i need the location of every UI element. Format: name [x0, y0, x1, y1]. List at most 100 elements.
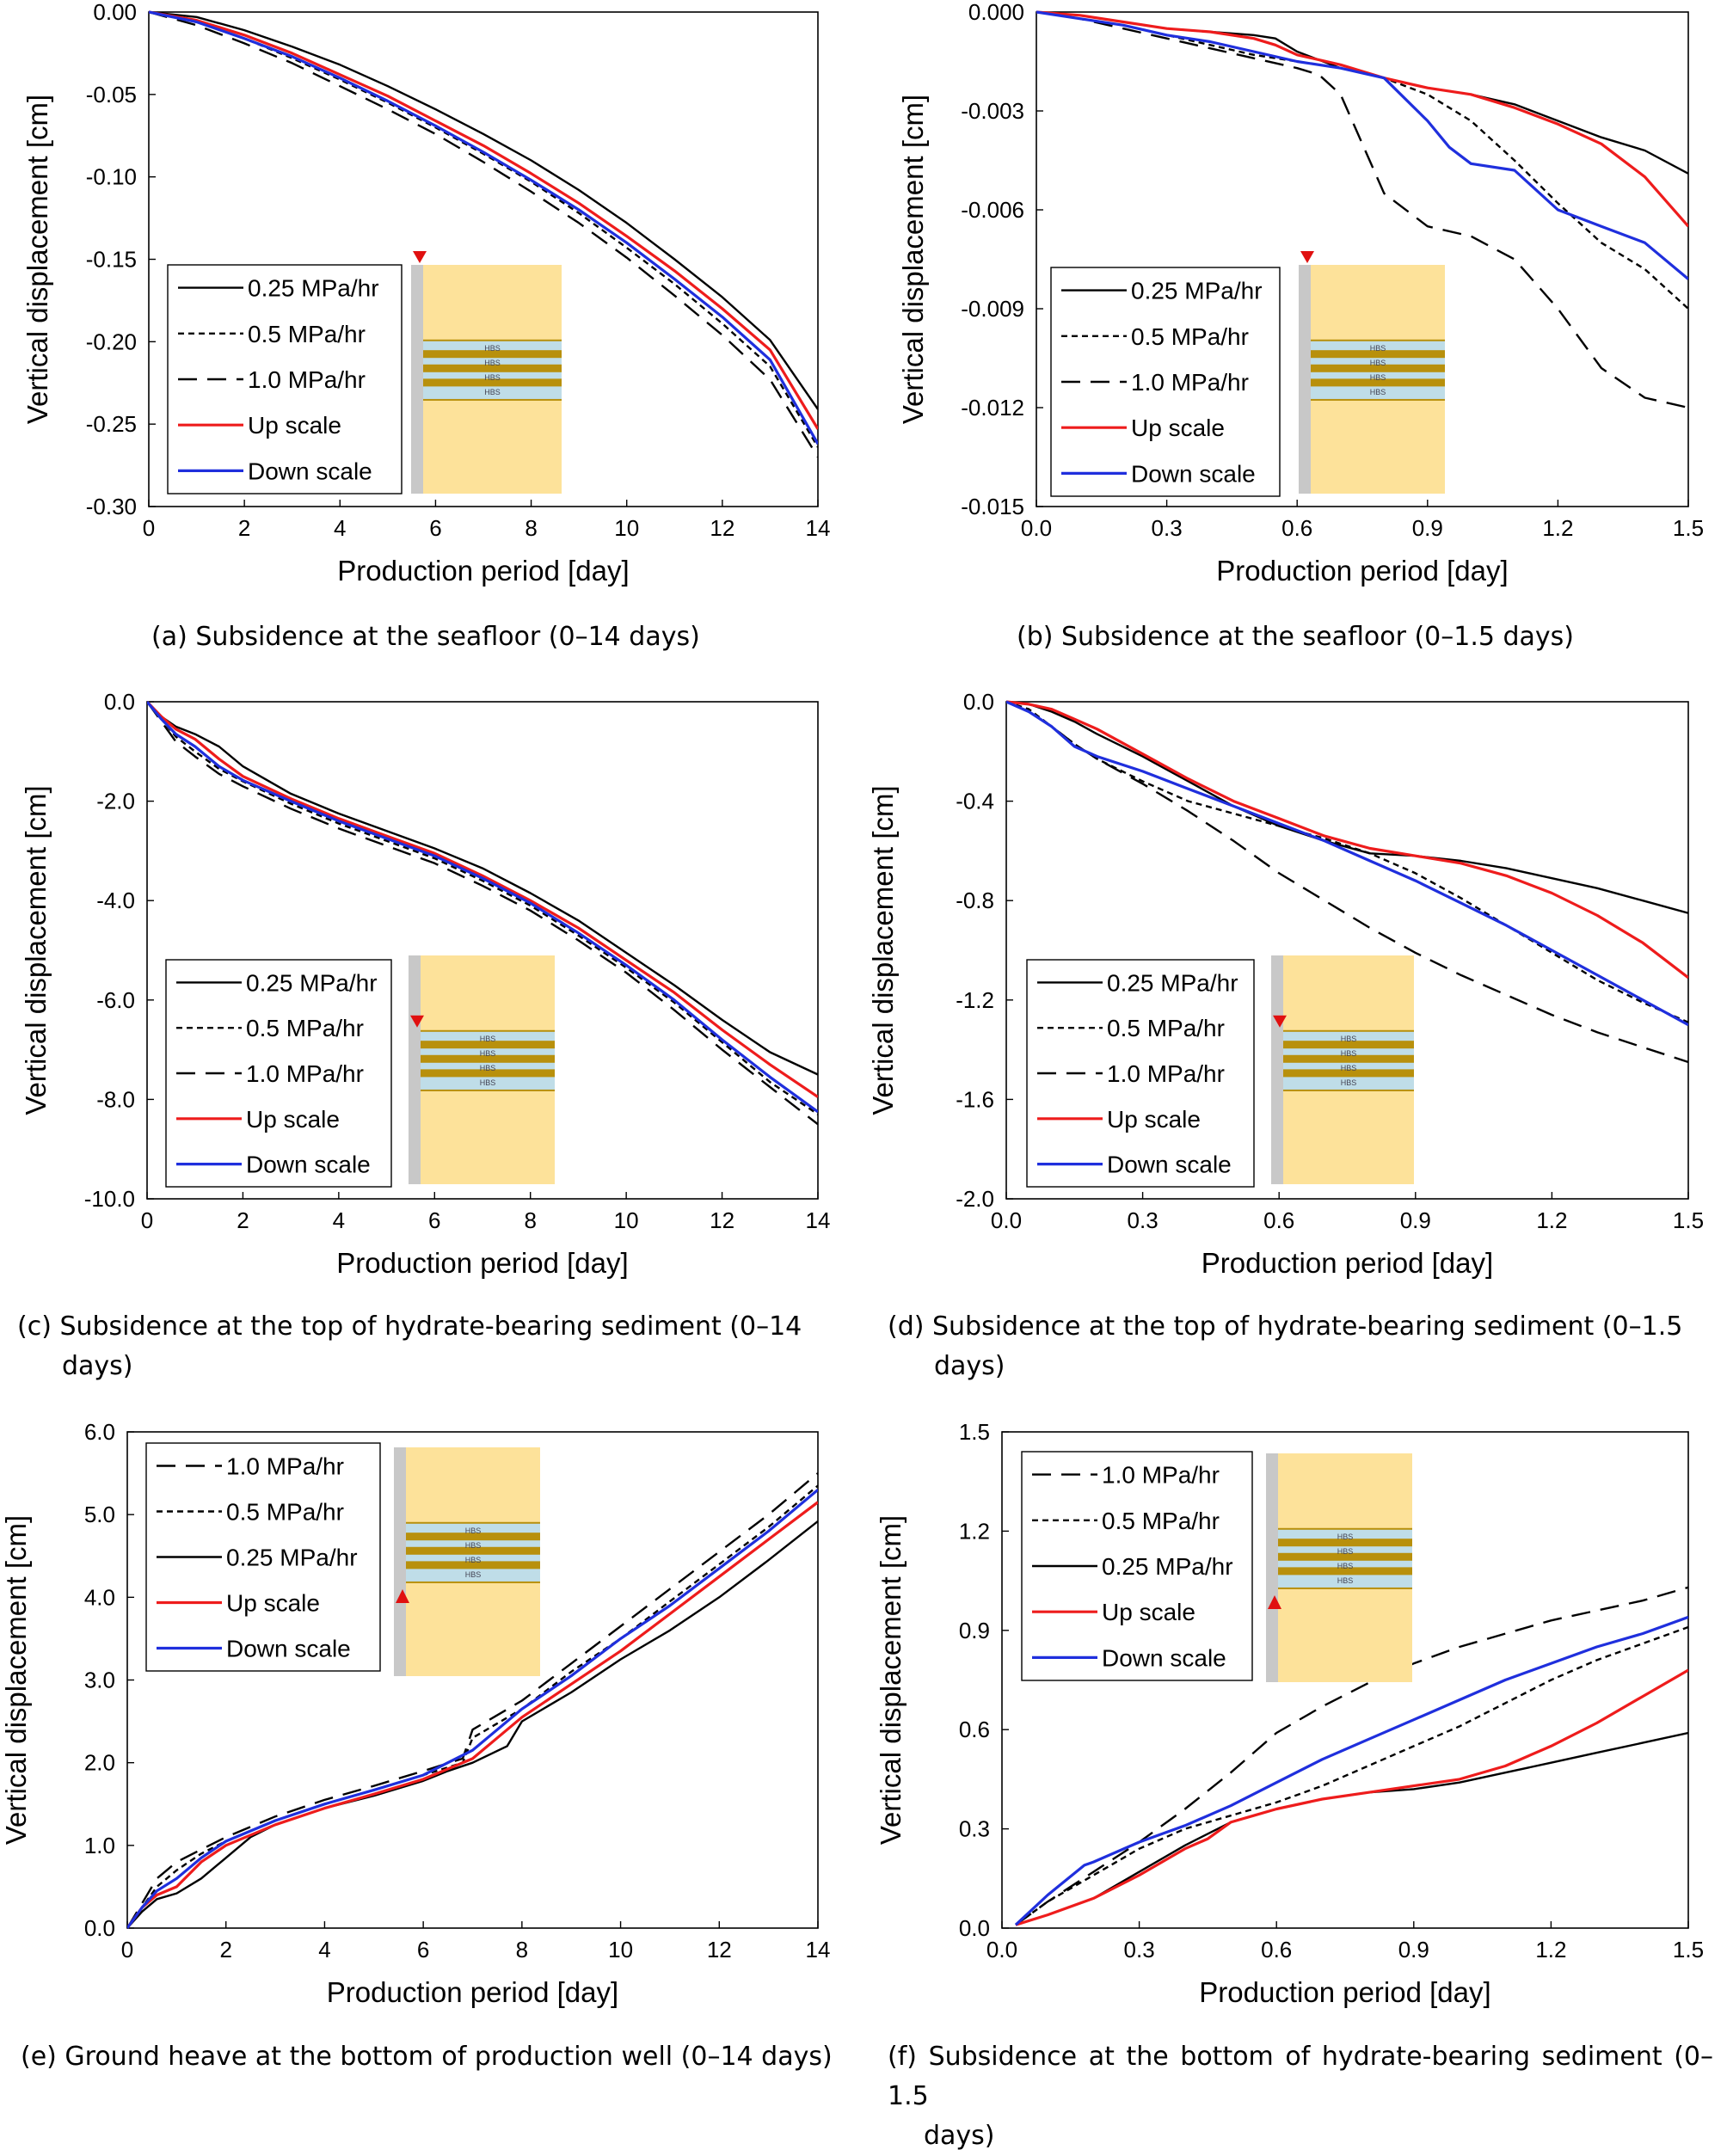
legend-box	[1026, 959, 1255, 1188]
legend-label: Down scale	[1102, 1644, 1226, 1671]
series-line-down-scale	[1036, 10, 1688, 280]
hbs-band	[423, 364, 562, 372]
series-line-down-scale	[1014, 1615, 1688, 1926]
legend: 0.25 MPa/hr 0.5 MPa/hr 1.0 MPa/hr Up scale D…	[1026, 959, 1255, 1188]
hbs-band	[421, 1069, 555, 1078]
y-tick-label: -0.8	[956, 888, 994, 913]
y-tick-label: 0.0	[959, 1915, 990, 1941]
x-tick-label: 2	[237, 1207, 249, 1233]
y-tick-label: -8.0	[96, 1086, 135, 1112]
hbs-label: HBS	[480, 1064, 496, 1072]
x-tick-label: 1.2	[1535, 1937, 1566, 1963]
hbs-band	[406, 1546, 540, 1555]
chart-c: 0 2 4 6 8 10 12 14 0.0 -2.0 -4.0 -6.0 -8.0 -10.0 Produ…	[20, 689, 830, 1279]
legend-label: 0.5 MPa/hr	[1102, 1508, 1220, 1534]
caption-f-line-1: (f) Subsidence at the bottom of hydrate-…	[888, 2042, 1713, 2111]
measurement-point-marker	[410, 1015, 424, 1028]
legend-label: Up scale	[1131, 415, 1225, 441]
y-axis-title: Vertical displacement [cm]	[20, 785, 52, 1115]
y-tick-label: 3.0	[84, 1668, 115, 1693]
hbs-label: HBS	[484, 344, 501, 353]
x-tick-label: 10	[614, 1207, 639, 1233]
legend-label: Up scale	[248, 412, 341, 439]
y-tick-label: 1.0	[84, 1833, 115, 1858]
x-tick-label: 6	[417, 1937, 429, 1963]
y-tick-label: -0.4	[956, 789, 994, 814]
y-tick-label: -0.25	[86, 411, 137, 437]
x-tick-label: 12	[710, 1207, 734, 1233]
series-line-0-5-mpa-hr	[1036, 10, 1688, 310]
x-tick-label: 8	[525, 515, 537, 541]
plot-frame	[146, 701, 819, 1200]
hbs-label: HBS	[484, 373, 501, 382]
x-tick-label: 0.0	[1021, 515, 1052, 541]
y-tick-label: 2.0	[84, 1750, 115, 1776]
y-axis-title: Vertical displacement [cm]	[867, 785, 899, 1115]
legend: 0.25 MPa/hr 0.5 MPa/hr 1.0 MPa/hr Up scale D…	[1050, 267, 1281, 497]
hbs-band	[406, 1521, 540, 1524]
diagram-inset: HBS HBS HBS HBS	[1266, 1453, 1412, 1682]
x-axis-title: Production period [day]	[336, 1247, 628, 1279]
hbs-band	[1283, 1089, 1414, 1091]
x-tick-label: 14	[806, 1937, 831, 1963]
hbs-label: HBS	[480, 1078, 496, 1087]
y-tick-label: -10.0	[84, 1186, 135, 1212]
hbs-band	[1311, 339, 1445, 341]
caption-f-line-2: days)	[924, 2121, 995, 2151]
hbs-band	[1278, 1527, 1412, 1530]
caption-d-line-2: days)	[934, 1351, 1005, 1381]
hbs-band	[406, 1581, 540, 1583]
series-group	[1014, 1586, 1688, 1926]
series-line-0-25-mpa-hr	[1006, 700, 1688, 914]
measurement-point-marker	[396, 1588, 409, 1603]
y-tick-label: 4.0	[84, 1584, 115, 1610]
hbs-band	[406, 1561, 540, 1569]
series-line-1-0-mpa-hr	[1015, 1586, 1688, 1926]
measurement-point-marker	[413, 251, 427, 263]
x-tick-label: 0.3	[1152, 515, 1183, 541]
hbs-label: HBS	[1341, 1035, 1357, 1043]
hbs-label: HBS	[465, 1541, 482, 1550]
x-tick-label: 2	[219, 1937, 231, 1963]
hbs-label: HBS	[480, 1049, 496, 1058]
y-tick-label: -0.05	[86, 82, 137, 107]
series-line-0-25-mpa-hr	[1015, 1731, 1688, 1926]
x-tick-label: 0	[143, 515, 155, 541]
series-line-1-0-mpa-hr	[1006, 700, 1688, 1064]
y-tick-label: 0.6	[959, 1717, 990, 1742]
x-tick-label: 0.9	[1398, 1937, 1429, 1963]
y-tick-label: -0.30	[86, 494, 137, 519]
diagram-inset: HBS HBS HBS HBS	[409, 955, 555, 1184]
caption-a-line-1: (a) Subsidence at the seafloor (0–14 day…	[151, 622, 700, 652]
legend: 1.0 MPa/hr 0.5 MPa/hr 0.25 MPa/hr Up scale D…	[145, 1442, 381, 1672]
legend-label: Down scale	[246, 1152, 371, 1178]
legend: 0.25 MPa/hr 0.5 MPa/hr 1.0 MPa/hr Up scale D…	[167, 264, 403, 494]
x-tick-label: 6	[429, 515, 441, 541]
series-line-0-25-mpa-hr	[1036, 10, 1688, 175]
x-tick-label: 12	[710, 515, 734, 541]
chart-f: 0.0 0.3 0.6 0.9 1.2 1.5 0.0 0.3 0.6 0.9 1.2 1.5 Prod…	[875, 1419, 1704, 2008]
x-tick-label: 0.9	[1412, 515, 1443, 541]
x-tick-label: 1.2	[1536, 1207, 1567, 1233]
chart-d: 0.0 0.3 0.6 0.9 1.2 1.5 0.0 -0.4 -0.8 -1.2 -1.6 -2.…	[867, 689, 1704, 1279]
diagram-inset: HBS HBS HBS HBS	[411, 251, 562, 494]
legend-box	[1050, 267, 1281, 497]
y-tick-label: -0.006	[961, 197, 1024, 223]
hbs-label: HBS	[1370, 359, 1386, 367]
hbs-band	[1278, 1552, 1412, 1561]
measurement-point-marker	[1273, 1015, 1287, 1028]
caption-d: (d) Subsidence at the top of hydrate-bea…	[888, 1307, 1713, 1386]
series-line-0-5-mpa-hr	[1015, 1625, 1688, 1926]
series-line-1-0-mpa-hr	[149, 10, 818, 458]
x-tick-label: 0.6	[1261, 1937, 1292, 1963]
x-axis-title: Production period [day]	[337, 555, 629, 587]
legend-label: 0.25 MPa/hr	[1102, 1553, 1233, 1580]
x-tick-label: 1.5	[1673, 1207, 1704, 1233]
measurement-point-marker	[1268, 1594, 1281, 1609]
x-tick-label: 0.6	[1263, 1207, 1294, 1233]
series-line-1-0-mpa-hr	[127, 1472, 818, 1929]
legend-label: 1.0 MPa/hr	[248, 366, 366, 393]
x-tick-label: 0	[141, 1207, 153, 1233]
hbs-label: HBS	[484, 388, 501, 396]
y-axis-title: Vertical displacement [cm]	[897, 95, 929, 424]
